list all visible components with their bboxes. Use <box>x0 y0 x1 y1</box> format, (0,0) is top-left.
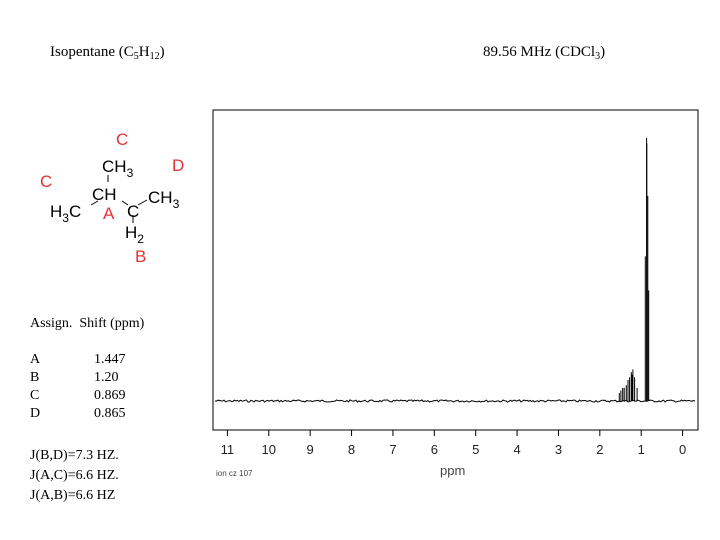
bond-right-ch3 <box>137 199 148 206</box>
molecule-atoms: CH3 CH H3C C CH3 H2 <box>50 157 180 246</box>
assignment-shift: 0.865 <box>94 406 126 421</box>
x-tick-label: 4 <box>513 442 520 457</box>
x-tick-label: 3 <box>555 442 562 457</box>
label-center-a: A <box>103 204 115 223</box>
assignment-table-header: Assign. Shift (ppm) <box>30 316 145 331</box>
x-tick-label: 1 <box>638 442 645 457</box>
instrument-subscript: 3 <box>595 51 601 62</box>
atom-ch: CH <box>92 185 117 204</box>
compound-close-paren: ) <box>159 44 165 60</box>
assignment-row: B 1.20 <box>30 370 180 388</box>
atom-right-c: C <box>127 202 139 221</box>
x-tick-label: 7 <box>389 442 396 457</box>
assignment-label: A <box>30 352 41 367</box>
x-tick-label: 6 <box>431 442 438 457</box>
spectrum-footnote: ion cz 107 <box>216 469 253 478</box>
x-tick-label: 5 <box>472 442 479 457</box>
x-tick-label: 0 <box>679 442 686 457</box>
molecule-labels: C C A D B <box>40 130 184 266</box>
assignment-row: C 0.869 <box>30 388 180 406</box>
assignment-row: D 0.865 <box>30 406 180 424</box>
assignment-row: A 1.447 <box>30 352 180 370</box>
instrument-title: 89.56 MHz (CDCl3) <box>483 44 606 62</box>
x-axis-ticks <box>226 430 684 436</box>
label-right-d: D <box>172 156 184 175</box>
x-axis-tick-labels: 11 10 9 8 7 6 5 4 3 2 1 0 <box>221 442 687 457</box>
bond-ch-right <box>121 200 129 206</box>
plot-frame <box>212 109 699 431</box>
assignment-label: D <box>30 406 41 421</box>
assignment-label: B <box>30 370 40 385</box>
bond-left-ch <box>90 200 99 206</box>
x-tick-label: 10 <box>262 442 276 457</box>
assignment-shift: 0.869 <box>94 388 126 403</box>
instrument-close-paren: ) <box>600 44 606 60</box>
spectrum-peaks <box>618 138 650 401</box>
coupling-constant: J(B,D)=7.3 HZ. <box>30 448 119 463</box>
compound-c-subscript: 5 <box>133 51 139 62</box>
atom-top-ch3: CH3 <box>102 157 134 180</box>
coupling-constant: J(A,C)=6.6 HZ. <box>30 468 119 483</box>
atom-right-ch3: CH3 <box>148 188 180 211</box>
instrument-frequency: 89.56 MHz (CDCl <box>483 44 596 60</box>
compound-name: Isopentane (C <box>50 44 134 60</box>
label-left-c: C <box>40 172 52 191</box>
x-tick-label: 11 <box>221 442 235 457</box>
x-tick-label: 2 <box>596 442 603 457</box>
compound-h: H <box>138 44 150 60</box>
assignment-shift: 1.447 <box>94 352 126 367</box>
label-bottom-b: B <box>135 247 146 266</box>
coupling-constant: J(A,B)=6.6 HZ <box>30 488 116 503</box>
spectrum-trace <box>214 399 696 403</box>
x-tick-label: 8 <box>348 442 355 457</box>
x-tick-label: 9 <box>307 442 314 457</box>
atom-left-ch3: H3C <box>50 202 81 225</box>
compound-title: Isopentane (C5H12) <box>50 44 165 62</box>
x-axis-label: ppm <box>440 463 465 478</box>
molecule-bonds <box>90 175 148 223</box>
label-top-c: C <box>116 130 128 149</box>
assignment-shift: 1.20 <box>94 370 119 385</box>
assignment-label: C <box>30 388 40 403</box>
atom-ch2: H2 <box>125 223 144 246</box>
compound-h-subscript: 12 <box>149 51 160 62</box>
isopentane-structure: CH3 CH H3C C CH3 H2 C C A D B <box>40 130 184 266</box>
